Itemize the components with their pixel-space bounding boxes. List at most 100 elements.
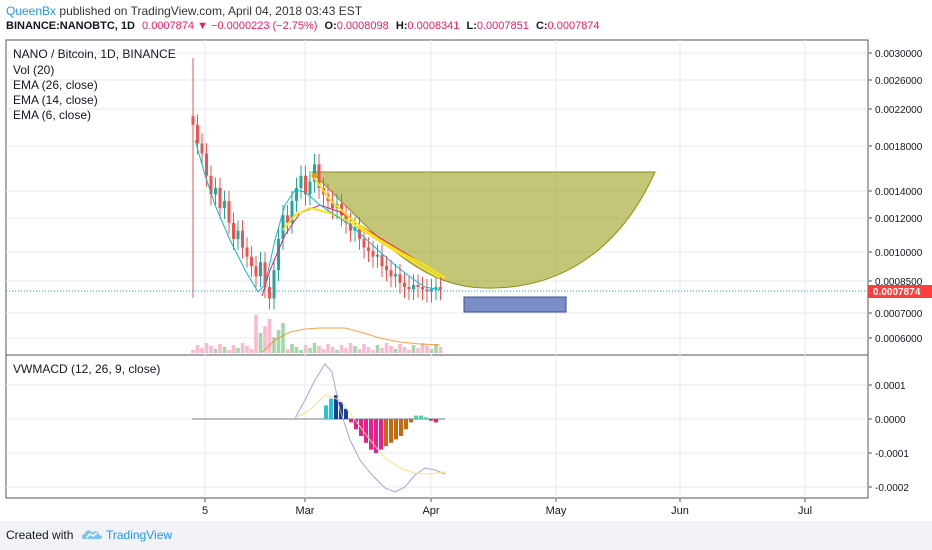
trend-line-anchor[interactable] <box>311 173 317 179</box>
candle-body <box>299 175 303 188</box>
macd-histogram-bar <box>434 419 438 423</box>
volume-bar <box>227 350 231 353</box>
volume-bar <box>366 347 371 353</box>
volume-bar <box>254 315 258 353</box>
candle-body <box>232 222 235 239</box>
volume-bar <box>317 346 321 353</box>
volume-bar <box>218 344 222 353</box>
candle-body <box>412 284 415 290</box>
volume-bar <box>236 348 240 353</box>
volume-bar <box>344 348 348 353</box>
macd-histogram-bar <box>389 419 393 443</box>
ema-6-line <box>194 139 441 293</box>
macd-histogram-bar <box>334 395 338 419</box>
candle-body <box>313 164 316 182</box>
legend-ema6: EMA (6, close) <box>13 108 91 122</box>
macd-histogram-bar <box>329 398 333 419</box>
last-price-tag-text: 0.0007874 <box>873 287 921 298</box>
tradingview-logo-icon[interactable] <box>80 526 104 542</box>
volume-bar <box>362 344 366 353</box>
macd-tick-label: 0.0000 <box>875 415 906 426</box>
volume-bar <box>195 345 200 353</box>
candle-body <box>200 143 204 154</box>
last-price-tag <box>868 285 932 298</box>
volume-bar <box>434 344 438 353</box>
ema-26-line <box>261 204 441 297</box>
legend-vol: Vol (20) <box>13 63 54 77</box>
candle-body <box>304 175 307 195</box>
macd-pane-border <box>5 354 869 499</box>
open-label: O: <box>324 20 337 32</box>
legend-ema14: EMA (14, close) <box>13 93 98 107</box>
time-tick-label: Mar <box>296 505 315 517</box>
macd-histogram-bar <box>379 419 383 450</box>
price-tick-label: 0.0006000 <box>875 334 923 345</box>
candle-body <box>218 187 222 209</box>
macd-histogram-bar <box>419 415 423 419</box>
volume-bar <box>389 346 393 353</box>
volume-bar <box>209 346 213 353</box>
macd-histogram-bar <box>429 419 433 421</box>
volume-bar <box>290 344 294 353</box>
macd-histogram <box>324 395 438 453</box>
candle-body <box>394 274 397 277</box>
volume-bar <box>357 349 362 353</box>
candle-body <box>245 247 249 257</box>
macd-histogram-bar <box>394 419 398 440</box>
candle-body <box>196 124 199 144</box>
close-value: 0.0007874 <box>547 20 600 32</box>
volume-bar <box>393 349 398 353</box>
macd-tick-label: -0.0001 <box>875 449 909 460</box>
change-arrow: ▼ <box>197 20 208 32</box>
macd-histogram-bar <box>374 419 378 453</box>
volume-bar <box>267 319 272 353</box>
target-box[interactable] <box>463 296 567 313</box>
footer-bar: Created with TradingView <box>0 521 932 550</box>
volume-bar <box>353 346 357 353</box>
open-value: 0.0008098 <box>336 20 389 32</box>
volume-bar <box>276 330 281 353</box>
volume-bar <box>272 337 276 353</box>
macd-histogram-bar <box>324 405 328 419</box>
time-tick-label: Apr <box>422 505 439 517</box>
low-label: L: <box>466 20 477 32</box>
volume-bar <box>371 350 375 353</box>
volume-bar <box>231 345 236 353</box>
trading-chart[interactable]: 0.0030000 0.0026000 0.0022000 0.0018000 0.00… <box>0 0 932 520</box>
candle-body <box>295 187 298 202</box>
published-text: published on TradingView.com, April 04, … <box>59 4 363 18</box>
macd-histogram-bar <box>409 419 413 423</box>
candle-body <box>250 256 253 267</box>
macd-histogram-bar <box>384 419 388 447</box>
price-tick-label: 0.0026000 <box>875 76 923 87</box>
volume-bar <box>281 323 285 353</box>
macd-histogram-bar <box>404 419 408 430</box>
low-value: 0.0007851 <box>476 20 529 32</box>
chart-title: NANO / Bitcoin, 1D, BINANCE <box>13 47 176 61</box>
volume-bar <box>411 345 416 353</box>
volume-bar <box>285 349 290 353</box>
candle-body <box>398 274 402 283</box>
candle-body <box>434 287 438 290</box>
candle-body <box>385 266 388 271</box>
candle-body <box>317 164 321 188</box>
volume-bar <box>326 344 330 353</box>
price-tick-label: 0.0012000 <box>875 214 923 225</box>
candle-body <box>331 201 334 209</box>
legend-ema26: EMA (26, close) <box>13 78 98 92</box>
volume-bar <box>200 348 204 353</box>
volume-bar <box>398 344 402 353</box>
macd-tick-label: -0.0002 <box>875 483 909 494</box>
tradingview-brand-link[interactable]: TradingView <box>106 528 173 542</box>
high-value: 0.0008341 <box>407 20 460 32</box>
candle-body <box>380 254 384 267</box>
author-name[interactable]: QueenBx <box>6 4 57 18</box>
volume-bar <box>330 347 335 353</box>
candle-body <box>439 287 442 290</box>
time-tick-label: Jun <box>671 505 689 517</box>
candle-body <box>268 287 271 299</box>
trend-line <box>311 174 446 279</box>
last-price: 0.0007874 <box>142 20 195 32</box>
candle-body <box>263 262 267 288</box>
candle-body <box>376 254 379 257</box>
